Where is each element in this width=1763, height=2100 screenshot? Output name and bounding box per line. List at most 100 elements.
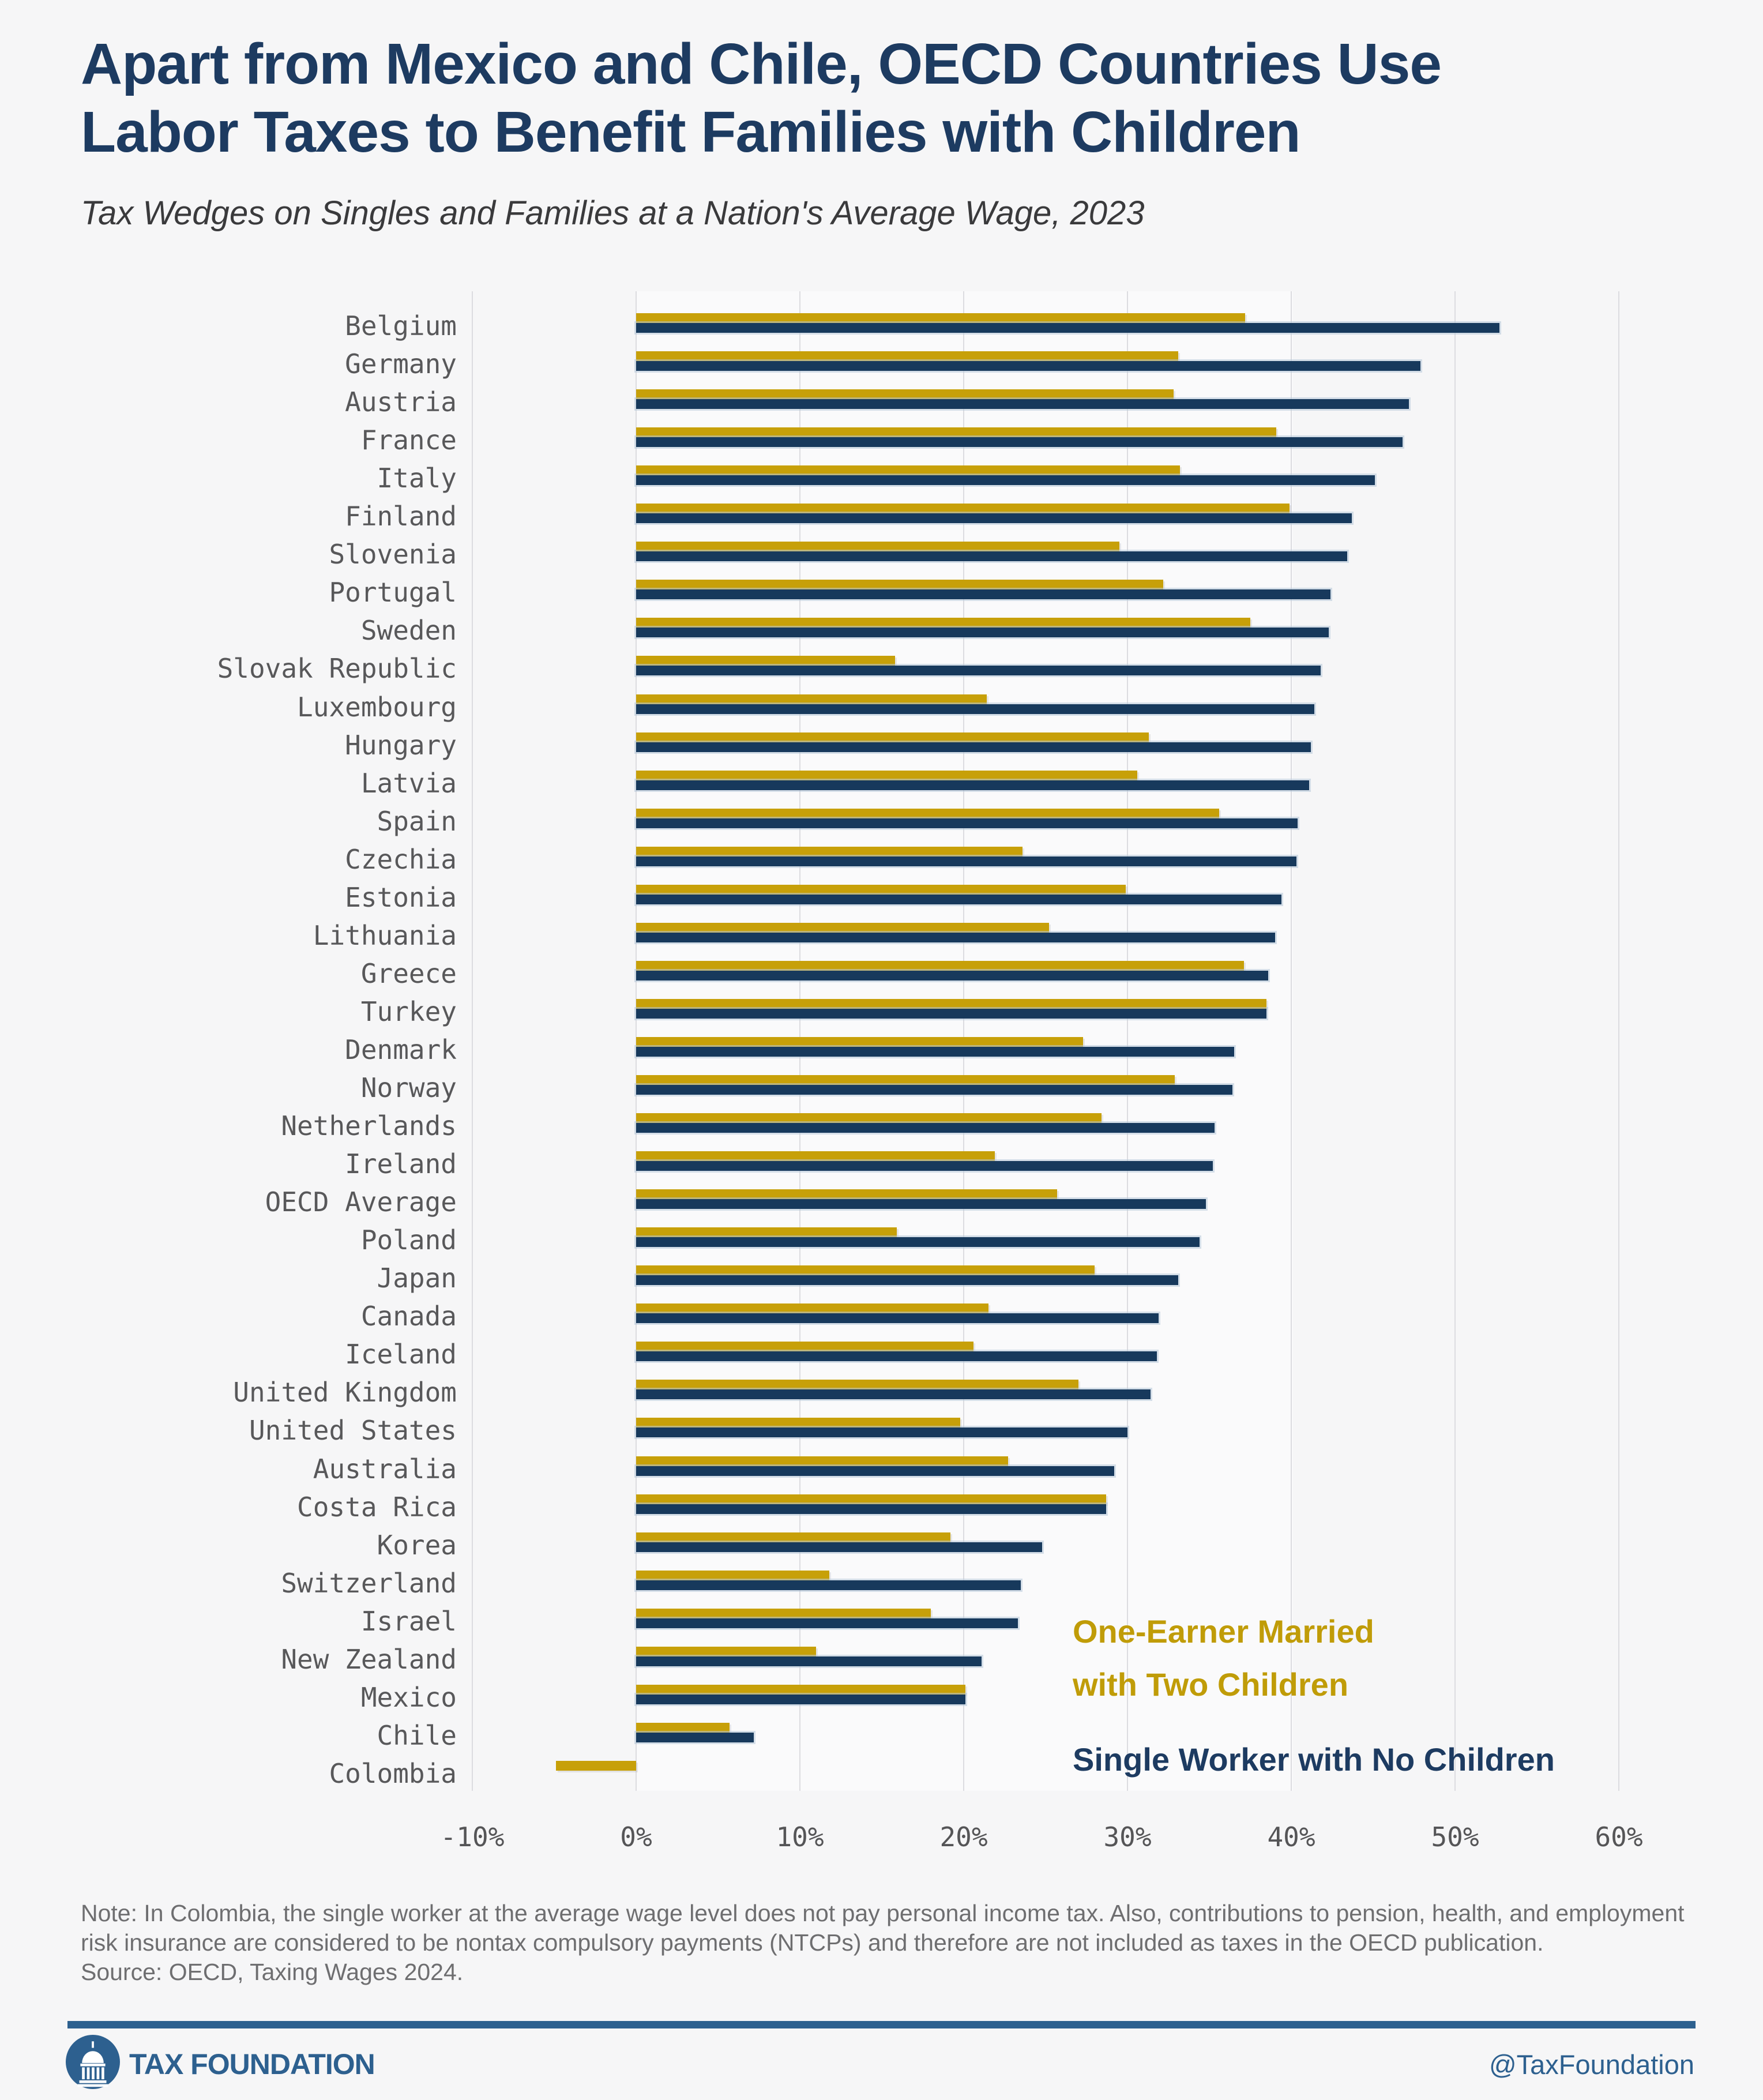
bar-single-OECD Average — [636, 1199, 1206, 1209]
country-label: Spain — [377, 806, 457, 837]
bar-single-Austria — [636, 399, 1409, 409]
country-label: Korea — [377, 1530, 457, 1561]
country-label: Finland — [345, 501, 457, 532]
country-label: France — [360, 424, 457, 456]
bar-married-Costa Rica — [636, 1494, 1107, 1504]
country-label: Israel — [360, 1606, 457, 1637]
bar-single-Norway — [636, 1085, 1232, 1095]
axis-tick-label: 60% — [1595, 1821, 1643, 1853]
bar-married-Greece — [636, 961, 1244, 971]
bar-married-United Kingdom — [636, 1380, 1078, 1389]
bar-married-Estonia — [636, 885, 1126, 895]
bar-married-Luxembourg — [636, 694, 987, 704]
bar-single-Chile — [636, 1733, 754, 1742]
bar-married-Turkey — [636, 999, 1267, 1009]
country-label: Norway — [360, 1072, 457, 1103]
country-label: Luxembourg — [297, 692, 457, 723]
bar-single-Spain — [636, 818, 1298, 828]
country-label: Chile — [377, 1720, 457, 1751]
bar-married-Netherlands — [636, 1113, 1102, 1123]
country-label: Czechia — [345, 844, 457, 875]
bar-married-United States — [636, 1418, 961, 1427]
bar-single-Switzerland — [636, 1580, 1021, 1590]
page-title: Apart from Mexico and Chile, OECD Countr… — [81, 30, 1696, 166]
bar-married-Finland — [636, 504, 1290, 513]
bar-married-Australia — [636, 1456, 1008, 1466]
axis-tick-label: 50% — [1431, 1821, 1479, 1853]
source-text: Source: OECD, Taxing Wages 2024. — [81, 1959, 464, 1985]
bar-married-Czechia — [636, 847, 1023, 856]
axis-tick-label: 20% — [939, 1821, 988, 1853]
gridline — [472, 291, 473, 1791]
bar-single-Poland — [636, 1237, 1200, 1247]
country-label: Costa Rica — [297, 1492, 457, 1523]
bar-married-Germany — [636, 351, 1179, 361]
bar-married-OECD Average — [636, 1189, 1057, 1199]
bar-married-Mexico — [636, 1685, 965, 1695]
gridline — [1291, 291, 1292, 1791]
bar-married-Sweden — [636, 618, 1250, 628]
bar-single-Czechia — [636, 856, 1296, 866]
bar-single-Hungary — [636, 742, 1311, 752]
bar-married-Hungary — [636, 732, 1149, 742]
bar-single-Belgium — [636, 323, 1499, 333]
bar-married-New Zealand — [636, 1647, 817, 1656]
bar-single-Israel — [636, 1618, 1018, 1628]
country-label: Estonia — [345, 882, 457, 913]
country-label: Switzerland — [281, 1568, 457, 1599]
country-label: Denmark — [345, 1034, 457, 1065]
bar-single-United Kingdom — [636, 1389, 1151, 1399]
bar-married-Ireland — [636, 1151, 995, 1161]
bar-married-Norway — [636, 1075, 1175, 1085]
country-label: Latvia — [360, 768, 457, 799]
country-label: United Kingdom — [233, 1377, 457, 1408]
country-label: Lithuania — [313, 920, 457, 951]
bar-single-Ireland — [636, 1161, 1213, 1171]
bar-single-Netherlands — [636, 1123, 1215, 1133]
bar-single-Estonia — [636, 895, 1281, 904]
bar-married-Canada — [636, 1303, 988, 1313]
gridline — [1127, 291, 1128, 1791]
bar-married-Iceland — [636, 1342, 974, 1351]
note-text: Note: In Colombia, the single worker at … — [81, 1900, 1685, 1956]
bar-married-Chile — [636, 1723, 730, 1733]
bar-married-Israel — [636, 1609, 931, 1618]
bar-married-Colombia — [555, 1761, 636, 1771]
country-label: Japan — [377, 1263, 457, 1294]
axis-tick-label: -10% — [440, 1821, 505, 1853]
bar-single-Japan — [636, 1275, 1179, 1285]
bar-married-Italy — [636, 465, 1180, 475]
bar-single-Slovak Republic — [636, 666, 1321, 675]
bar-married-France — [636, 427, 1277, 437]
country-label: United States — [249, 1415, 457, 1446]
gridline — [1454, 291, 1456, 1791]
bar-single-Italy — [636, 475, 1375, 485]
bar-single-Finland — [636, 513, 1352, 523]
footnote-block: Note: In Colombia, the single worker at … — [81, 1899, 1690, 1987]
bar-married-Austria — [636, 389, 1174, 399]
country-label: Portugal — [329, 577, 457, 608]
country-label: Canada — [360, 1301, 457, 1332]
axis-tick-label: 0% — [620, 1821, 652, 1853]
legend-married-line2: with Two Children — [1073, 1666, 1349, 1703]
bar-single-United States — [636, 1427, 1127, 1437]
bar-single-Mexico — [636, 1695, 965, 1704]
legend-single: Single Worker with No Children — [1073, 1741, 1555, 1778]
tax-foundation-wordmark: TAX FOUNDATION — [129, 2048, 375, 2080]
country-label: Greece — [360, 958, 457, 989]
axis-tick-label: 40% — [1267, 1821, 1315, 1853]
bar-single-Portugal — [636, 589, 1331, 599]
country-label: Turkey — [360, 996, 457, 1027]
bar-married-Portugal — [636, 580, 1164, 589]
title-line-2: Labor Taxes to Benefit Families with Chi… — [81, 100, 1301, 164]
bar-single-Latvia — [636, 780, 1310, 790]
chart-subtitle: Tax Wedges on Singles and Families at a … — [81, 194, 1145, 232]
bar-married-Latvia — [636, 771, 1138, 780]
country-label: Ireland — [345, 1148, 457, 1179]
bar-married-Switzerland — [636, 1571, 830, 1580]
bar-single-Costa Rica — [636, 1504, 1107, 1514]
bar-single-Luxembourg — [636, 704, 1314, 714]
legend-married-line1: One-Earner Married — [1073, 1613, 1374, 1650]
bar-married-Japan — [636, 1265, 1095, 1275]
